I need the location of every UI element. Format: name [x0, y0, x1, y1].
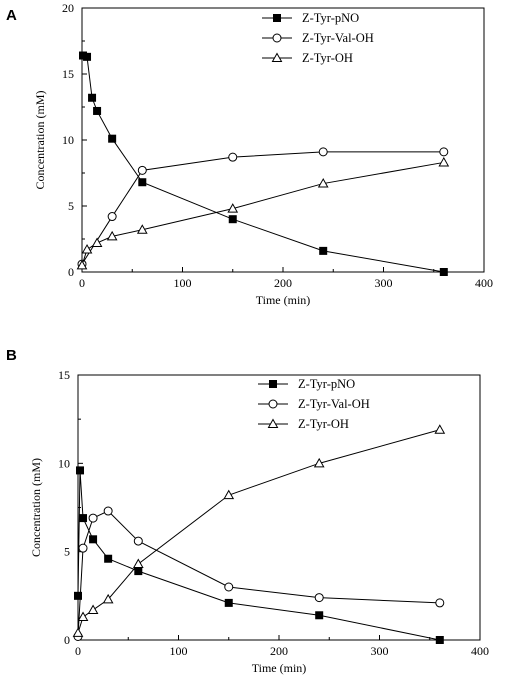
- legend-label: Z-Tyr-OH: [298, 417, 349, 431]
- data-point: [134, 567, 143, 576]
- y-tick-label: 15: [62, 67, 74, 81]
- x-axis-title: Time (min): [252, 661, 307, 675]
- legend-marker: [269, 380, 277, 388]
- data-point: [319, 246, 328, 255]
- data-point: [81, 244, 93, 254]
- legend-label: Z-Tyr-Val-OH: [298, 397, 370, 411]
- series-line: [77, 510, 440, 637]
- y-tick-label: 20: [62, 1, 74, 15]
- data-point: [435, 598, 445, 608]
- data-point: [79, 514, 88, 523]
- series-filled-square: [74, 466, 444, 644]
- data-point: [228, 152, 238, 162]
- data-point: [315, 611, 324, 620]
- legend-label: Z-Tyr-Val-OH: [302, 31, 374, 45]
- data-point: [228, 215, 237, 224]
- x-axis-title: Time (min): [256, 293, 311, 307]
- panel-letter: A: [6, 7, 17, 24]
- data-point: [439, 147, 449, 157]
- data-point: [78, 543, 88, 553]
- chart-panel-b: B 0 100 200 300 400 0 5 10 15 Time (min) Concentrat…: [6, 347, 489, 675]
- x-tick-label: 200: [274, 276, 292, 290]
- chart-panel-a: A 0 100 200 300 400 0 5 10 15 20 Time (min) Concentr…: [6, 1, 493, 307]
- series-filled-square: [79, 51, 448, 276]
- y-tick-label: 10: [58, 456, 70, 470]
- data-point: [102, 593, 114, 604]
- data-point: [438, 156, 450, 167]
- data-point: [103, 506, 113, 516]
- y-tick-label: 0: [68, 265, 74, 279]
- legend-marker: [271, 52, 283, 62]
- data-point: [318, 147, 328, 157]
- legend-marker: [268, 399, 278, 409]
- data-point: [108, 134, 117, 143]
- legend: Z-Tyr-pNO Z-Tyr-Val-OH Z-Tyr-OH: [258, 377, 370, 431]
- y-tick-label: 0: [64, 633, 70, 647]
- data-point: [76, 466, 85, 475]
- legend-marker: [267, 418, 279, 428]
- x-tick-label: 400: [475, 276, 493, 290]
- y-tick-label: 5: [64, 545, 70, 559]
- data-point: [227, 203, 239, 213]
- legend-label: Z-Tyr-pNO: [302, 11, 359, 25]
- legend-label: Z-Tyr-pNO: [298, 377, 355, 391]
- data-point: [434, 424, 446, 434]
- data-point: [313, 457, 325, 468]
- data-point: [223, 489, 235, 500]
- y-tick-label: 5: [68, 199, 74, 213]
- data-point: [87, 604, 99, 614]
- series-open-triangle: [72, 424, 446, 637]
- legend-label: Z-Tyr-OH: [302, 51, 353, 65]
- data-point: [83, 52, 92, 61]
- data-point: [89, 535, 98, 544]
- series-line: [82, 55, 444, 273]
- data-point: [88, 93, 97, 102]
- y-tick-label: 15: [58, 368, 70, 382]
- data-point: [314, 593, 324, 603]
- series-line: [81, 151, 444, 265]
- data-point: [106, 230, 118, 241]
- data-point: [74, 591, 82, 600]
- series-line: [77, 429, 440, 634]
- series-open-circle: [77, 147, 449, 269]
- data-point: [133, 536, 143, 546]
- data-point: [91, 237, 103, 247]
- series-line: [77, 470, 440, 641]
- data-point: [439, 268, 448, 276]
- data-point: [136, 224, 148, 234]
- series-line: [81, 161, 444, 266]
- data-point: [72, 627, 84, 637]
- x-tick-label: 100: [170, 644, 188, 658]
- x-tick-label: 300: [371, 644, 389, 658]
- x-tick-label: 100: [174, 276, 192, 290]
- data-point: [104, 554, 113, 563]
- y-tick-label: 10: [62, 133, 74, 147]
- data-point: [138, 178, 147, 187]
- y-axis-title: Concentration (mM): [33, 91, 47, 190]
- data-point: [224, 582, 234, 592]
- x-tick-label: 0: [75, 644, 81, 658]
- data-point: [224, 598, 233, 607]
- data-point: [132, 558, 144, 569]
- data-point: [317, 178, 329, 188]
- x-tick-label: 200: [270, 644, 288, 658]
- series-open-triangle: [76, 156, 450, 270]
- data-point: [137, 165, 147, 175]
- x-tick-label: 400: [471, 644, 489, 658]
- legend-marker: [272, 33, 282, 43]
- legend-marker: [273, 14, 281, 22]
- data-point: [93, 106, 102, 115]
- data-point: [107, 212, 117, 222]
- data-point: [88, 513, 98, 523]
- y-axis-title: Concentration (mM): [29, 458, 43, 557]
- plot-frame: [77, 374, 481, 641]
- panel-letter: B: [6, 347, 17, 364]
- x-tick-label: 0: [79, 276, 85, 290]
- legend: Z-Tyr-pNO Z-Tyr-Val-OH Z-Tyr-OH: [262, 11, 374, 65]
- x-tick-label: 300: [375, 276, 393, 290]
- data-point: [77, 611, 89, 622]
- data-point: [76, 259, 88, 270]
- data-point: [435, 636, 444, 644]
